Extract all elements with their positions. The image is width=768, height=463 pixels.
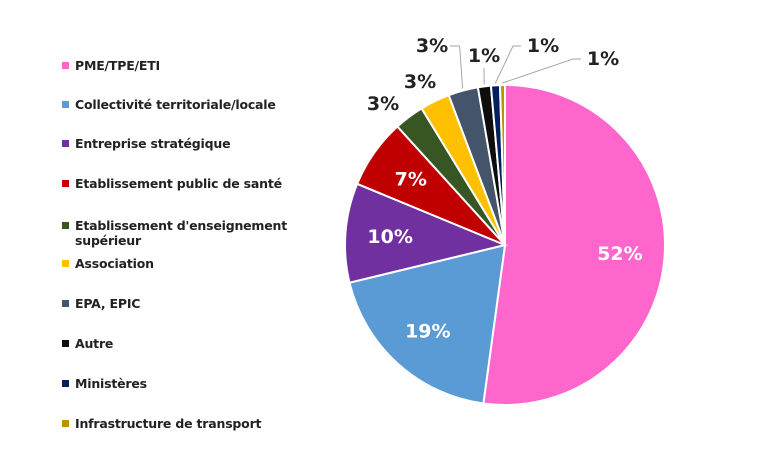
pie-data-label: 52% [597,243,642,265]
legend-swatch [62,222,69,229]
legend-label: Etablissement d'enseignement supérieur [75,218,288,248]
legend-item-infrastructure-transport: Infrastructure de transport [62,416,262,431]
pie-slice [348,243,507,405]
legend-item-ministeres: Ministères [62,376,147,391]
legend-swatch [62,101,69,108]
legend-swatch [62,62,69,69]
legend-label: Association [75,256,154,271]
legend-item-autre: Autre [62,336,113,351]
legend-label: EPA, EPIC [75,296,141,311]
pie-slice [344,182,509,284]
legend-label: Infrastructure de transport [75,416,262,431]
legend-swatch [62,260,69,267]
pie-data-label: 1% [587,48,619,70]
legend-label: Collectivité territoriale/locale [75,97,276,112]
legend-item-enseignement-superieur: Etablissement d'enseignement supérieur [62,218,292,248]
legend-swatch [62,380,69,387]
legend-item-etablissement-sante: Etablissement public de santé [62,176,282,191]
legend-item-association: Association [62,256,154,271]
pie-data-label: 1% [468,45,500,67]
legend-swatch [62,420,69,427]
leader-line [494,45,521,84]
legend-swatch [62,300,69,307]
legend-item-epa-epic: EPA, EPIC [62,296,140,311]
pie-data-label: 3% [416,35,448,57]
legend-swatch [62,140,69,147]
pie-data-label: 1% [527,35,559,57]
legend-swatch [62,180,69,187]
legend-swatch [62,340,69,347]
legend-item-collectivite: Collectivité territoriale/locale [62,97,276,112]
pie-data-label: 7% [395,169,427,191]
leader-line [502,58,581,84]
pie-slice [482,83,666,406]
pie-data-label: 3% [367,93,399,115]
pie-slice [498,83,506,246]
pie-slices [344,83,666,406]
pie-data-labels: 52%19%10%7%3%3%3% 1% 1%1% [367,35,643,343]
pie-data-label: 10% [367,226,412,248]
legend-label: Ministères [75,376,147,391]
legend-label: PME/TPE/ETI [75,58,161,73]
leader-line [450,45,464,89]
legend-label: Etablissement public de santé [75,176,282,191]
legend-item-entreprise-strategique: Entreprise stratégique [62,136,231,151]
pie-data-label: 3% [404,71,436,93]
pie-data-label: 19% [405,321,450,343]
legend-label: Autre [75,336,114,351]
legend-item-pme: PME/TPE/ETI [62,58,160,73]
legend-label: Entreprise stratégique [75,136,231,151]
